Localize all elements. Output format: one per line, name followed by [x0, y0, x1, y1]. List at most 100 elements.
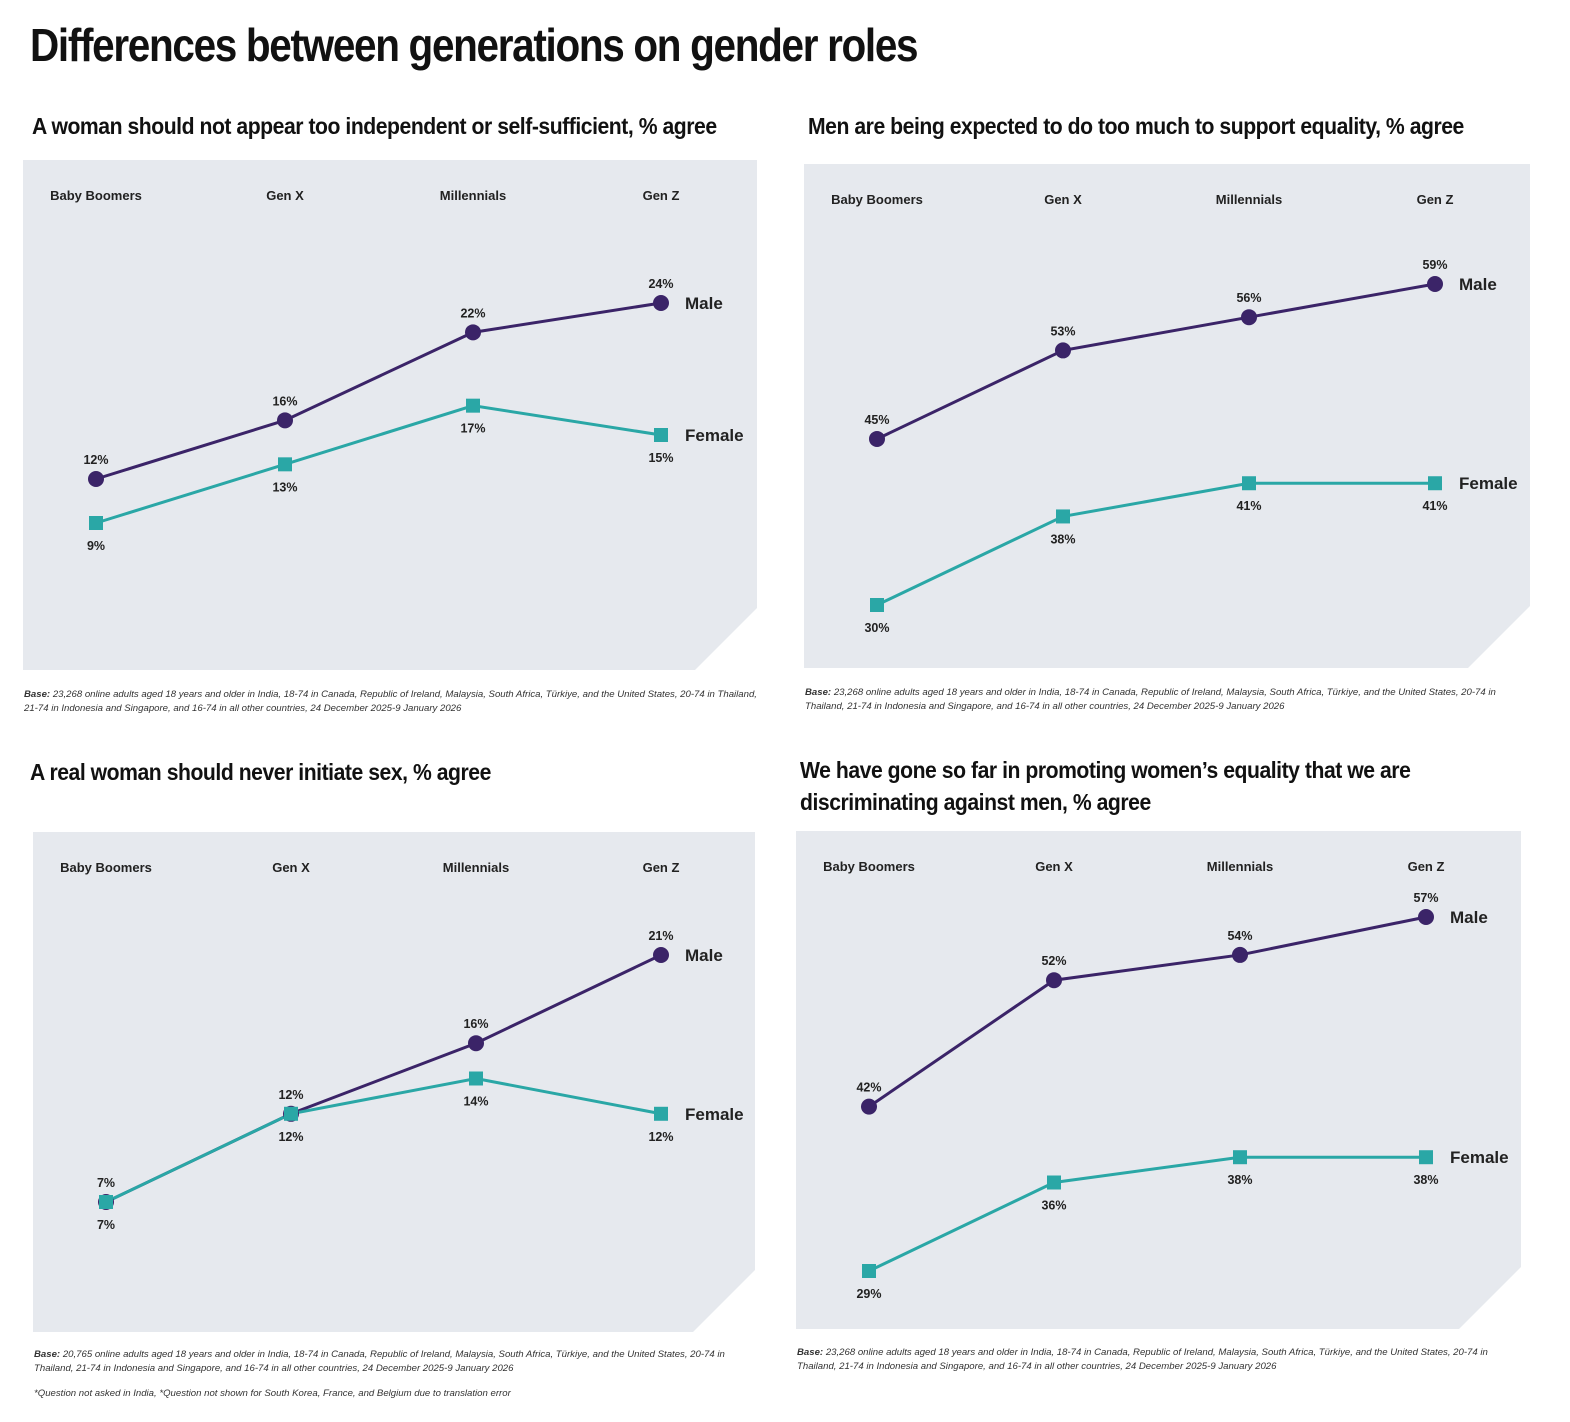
base-note: Base: 23,268 online adults aged 18 years…: [805, 687, 1496, 712]
data-point-male: [468, 1035, 484, 1052]
data-point-female: [862, 1264, 876, 1278]
category-label: Gen X: [272, 860, 310, 875]
base-note: Base: 20,765 online adults aged 18 years…: [34, 1349, 725, 1374]
data-point-male: [1418, 909, 1434, 925]
plot-background: [23, 160, 757, 670]
chart-canvas: Baby Boomers Gen X Millennials Gen Z 12% 9% 16…: [23, 160, 757, 670]
category-label: Gen X: [266, 188, 304, 203]
data-label-male: 56%: [1236, 291, 1261, 305]
data-point-male: [1427, 276, 1443, 292]
chart-title: We have gone so far in promoting women’s…: [800, 757, 1411, 815]
data-point-male: [277, 412, 293, 429]
data-point-male: [653, 295, 669, 311]
category-label: Baby Boomers: [823, 859, 915, 874]
page-title: Differences between generations on gende…: [30, 19, 919, 71]
data-point-female: [469, 1071, 483, 1086]
series-line-female: [105, 1076, 662, 1204]
series-line-female: [868, 1155, 1426, 1273]
data-point-female: [1428, 476, 1442, 491]
category-label: Millennials: [1216, 192, 1282, 207]
data-point-male: [1232, 946, 1248, 963]
series-line-female: [95, 404, 662, 525]
data-point-male: [869, 430, 885, 447]
data-point-female: [1242, 476, 1256, 491]
data-label-female: 13%: [272, 480, 297, 494]
data-point-female: [99, 1195, 113, 1209]
chart-canvas: Baby Boomers Gen X Millennials Gen Z 45% 30% 5…: [804, 164, 1530, 668]
line-chart: Baby Boomers Gen X Millennials Gen Z 42% 29% 5…: [796, 831, 1521, 1329]
category-label: Baby Boomers: [60, 860, 152, 875]
data-label-female: 29%: [856, 1287, 881, 1301]
series-label-female: Female: [685, 426, 744, 445]
series-label-female: Female: [1450, 1148, 1509, 1167]
data-point-female: [284, 1106, 298, 1121]
footnote: *Question not asked in India, *Question …: [34, 1388, 511, 1399]
data-label-female: 17%: [460, 422, 485, 436]
series-label-male: Male: [685, 294, 723, 313]
data-label-female: 41%: [1422, 499, 1447, 513]
series-label-male: Male: [685, 946, 723, 965]
series-line-male: [95, 301, 662, 481]
data-point-female: [870, 598, 884, 612]
data-label-female: 12%: [648, 1130, 673, 1144]
data-point-female: [1233, 1150, 1247, 1165]
series-line-male: [868, 915, 1427, 1108]
category-label: Gen X: [1035, 859, 1073, 874]
data-label-female: 38%: [1227, 1173, 1252, 1187]
data-label-female: 9%: [87, 539, 105, 553]
chart-title: Men are being expected to do too much to…: [808, 113, 1464, 139]
line-chart: Baby Boomers Gen X Millennials Gen Z 7% 7% 12%…: [33, 832, 755, 1332]
data-label-female: 15%: [648, 451, 673, 465]
data-label-male: 12%: [278, 1088, 303, 1102]
series-label-male: Male: [1459, 275, 1497, 294]
base-note: Base: 23,268 online adults aged 18 years…: [797, 1347, 1488, 1372]
data-label-female: 41%: [1236, 499, 1261, 513]
data-label-male: 59%: [1422, 258, 1447, 272]
line-chart: Baby Boomers Gen X Millennials Gen Z 12% 9% 16…: [23, 160, 757, 670]
line-chart: Baby Boomers Gen X Millennials Gen Z 45% 30% 5…: [804, 164, 1530, 668]
chart-canvas: Baby Boomers Gen X Millennials Gen Z 7% 7% 12%…: [33, 832, 755, 1332]
data-label-male: 52%: [1041, 954, 1066, 968]
data-point-male: [88, 471, 104, 487]
series-label-female: Female: [685, 1105, 744, 1124]
data-point-female: [278, 457, 292, 472]
chart-canvas: Baby Boomers Gen X Millennials Gen Z 42% 29% 5…: [796, 831, 1521, 1329]
category-label: Baby Boomers: [831, 192, 923, 207]
data-point-female: [89, 516, 103, 530]
data-label-male: 45%: [864, 413, 889, 427]
data-label-female: 7%: [97, 1218, 115, 1232]
data-point-male: [1241, 309, 1257, 326]
data-point-male: [653, 947, 669, 963]
category-label: Millennials: [443, 860, 509, 875]
data-point-female: [654, 1106, 668, 1121]
category-label: Gen Z: [1417, 192, 1454, 207]
chart-title: A woman should not appear too independen…: [32, 113, 717, 139]
series-label-female: Female: [1459, 474, 1518, 493]
data-label-male: 16%: [272, 394, 297, 408]
data-point-male: [861, 1098, 877, 1115]
data-label-male: 16%: [463, 1017, 488, 1031]
data-label-male: 21%: [648, 929, 673, 943]
data-label-female: 38%: [1050, 532, 1075, 546]
data-label-male: 42%: [856, 1081, 881, 1095]
data-point-female: [1419, 1150, 1433, 1165]
data-label-female: 12%: [278, 1130, 303, 1144]
series-label-male: Male: [1450, 908, 1488, 927]
data-label-male: 57%: [1413, 891, 1438, 905]
data-point-female: [654, 428, 668, 442]
data-point-male: [465, 324, 481, 341]
data-label-male: 24%: [648, 277, 673, 291]
category-label: Gen Z: [643, 860, 680, 875]
data-label-male: 54%: [1227, 929, 1252, 943]
base-note: Base: 23,268 online adults aged 18 years…: [24, 689, 757, 714]
data-label-male: 7%: [97, 1176, 115, 1190]
plot-background: [796, 831, 1521, 1329]
series-line-male: [876, 282, 1436, 441]
data-label-female: 38%: [1413, 1173, 1438, 1187]
category-label: Millennials: [440, 188, 506, 203]
data-label-female: 36%: [1041, 1199, 1066, 1213]
plot-background: [804, 164, 1530, 668]
plot-background: [33, 832, 755, 1332]
data-label-female: 14%: [463, 1095, 488, 1109]
category-label: Gen Z: [1408, 859, 1445, 874]
